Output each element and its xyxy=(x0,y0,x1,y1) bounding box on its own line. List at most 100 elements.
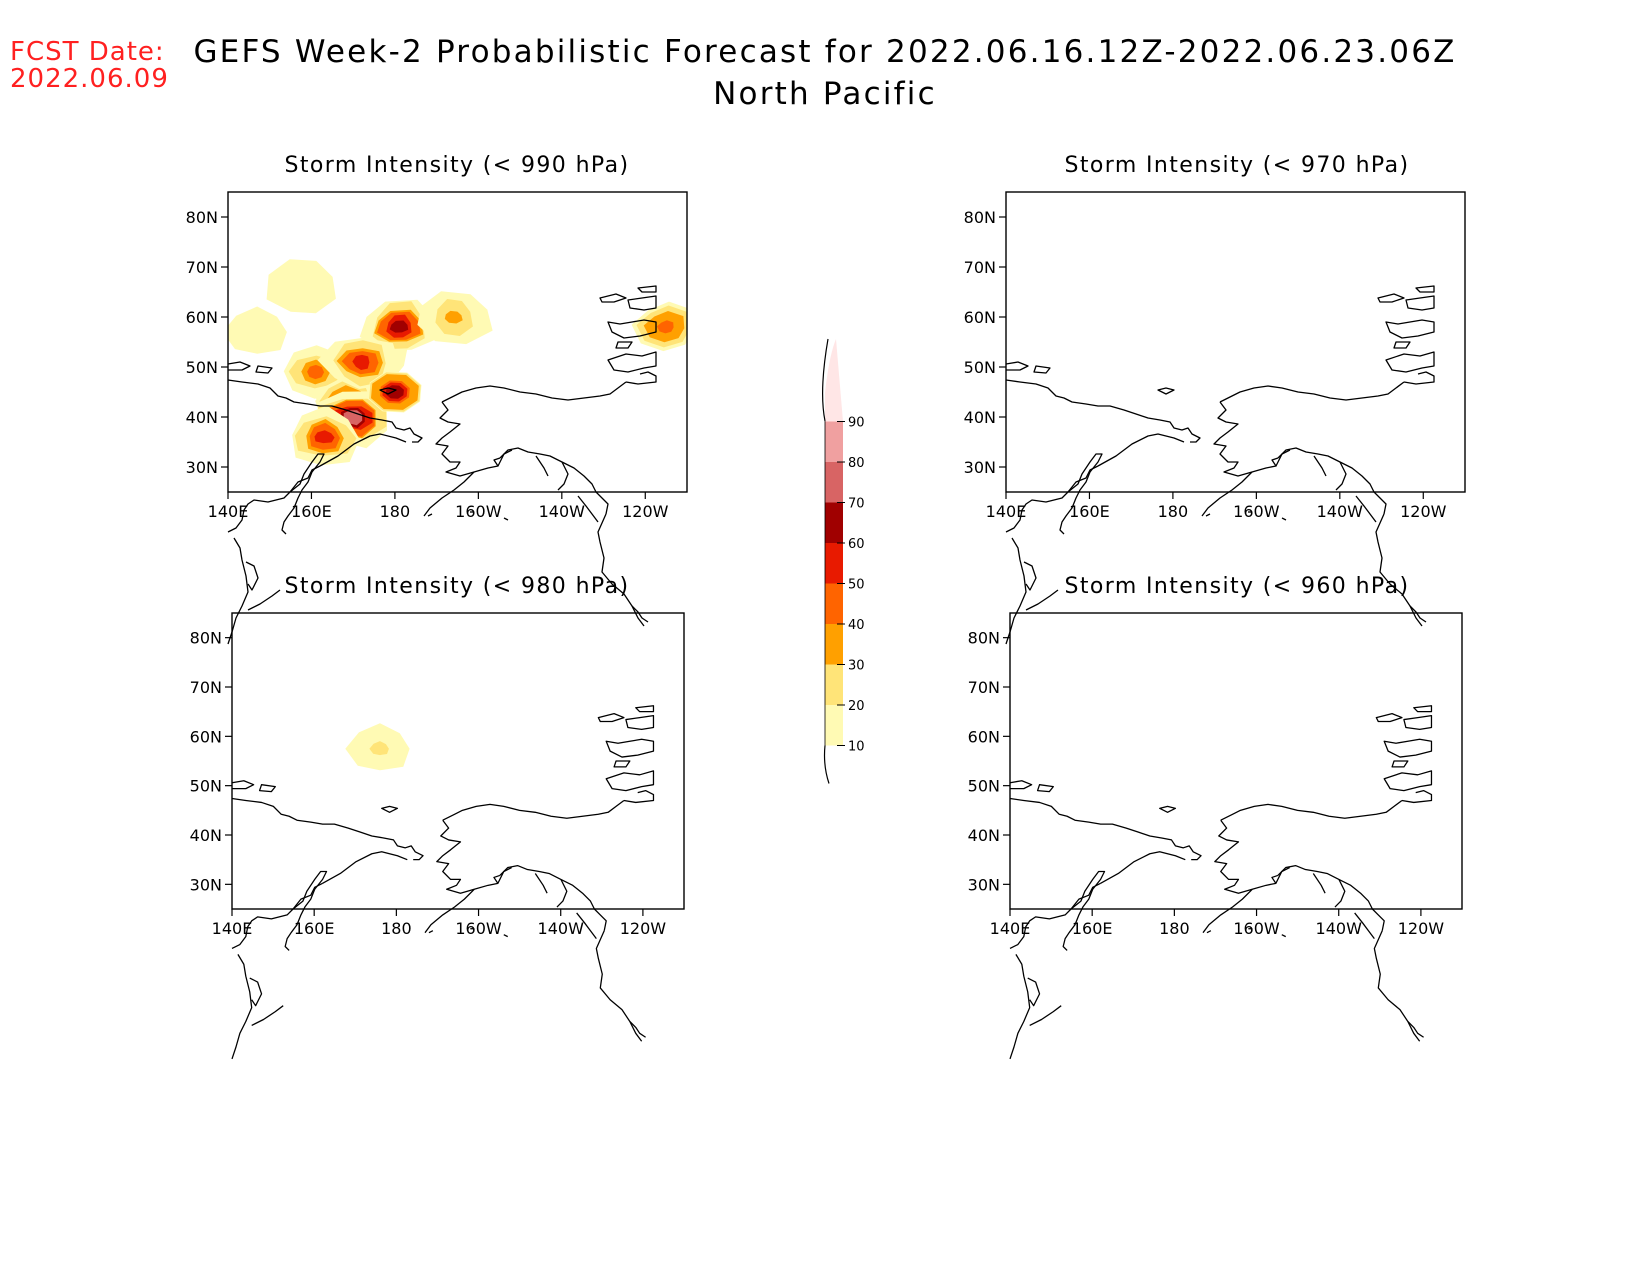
map-frame xyxy=(1009,612,1463,910)
contour-fill-50 xyxy=(314,430,335,444)
colorbar-label: 10 xyxy=(848,740,865,755)
probability-area xyxy=(368,371,422,413)
panel-title: Storm Intensity (< 960 hPa) xyxy=(1065,574,1410,599)
lon-tick-label: 160E xyxy=(294,919,335,938)
lon-tick-label: 180 xyxy=(380,502,411,521)
contour-fill-40 xyxy=(656,320,674,334)
lat-tick-label: 40N xyxy=(968,826,1000,845)
lon-tick-label: 160W xyxy=(455,919,502,938)
lat-tick-label: 30N xyxy=(190,875,222,894)
panel-title: Storm Intensity (< 980 hPa) xyxy=(285,574,630,599)
contour-fill-10 xyxy=(266,259,336,314)
probability-colorbar: 10 20 30 40 50 60 70 80 90 xyxy=(822,338,865,784)
colorbar-label: 40 xyxy=(848,618,865,633)
panel-960hpa: Storm Intensity (< 960 hPa) 140E 160E 180 1… xyxy=(968,574,1463,1060)
axis-ticks: 140E 160E 180 160W 140W 120W 80N 70N 60N 50N 40N 30… xyxy=(964,208,1447,521)
contour-fill-60 xyxy=(389,320,409,333)
lon-tick-label: 160W xyxy=(1233,502,1280,521)
lat-tick-label: 50N xyxy=(190,777,222,796)
lat-tick-label: 60N xyxy=(964,308,996,327)
colorbar-segment xyxy=(825,462,843,503)
lon-tick-label: 120W xyxy=(1400,502,1447,521)
lon-tick-label: 140W xyxy=(539,502,586,521)
lon-tick-label: 140E xyxy=(208,502,249,521)
colorbar-label: 90 xyxy=(848,416,865,431)
lat-tick-label: 50N xyxy=(968,777,1000,796)
lat-tick-label: 70N xyxy=(968,678,1000,697)
lon-tick-label: 140E xyxy=(986,502,1027,521)
map-plot: 140E 160E 180 160W 140W 120W 80N 70N 60N 50N 40N 30… xyxy=(190,612,685,1060)
colorbar-edge xyxy=(823,745,830,784)
colorbar-edge xyxy=(822,338,829,422)
colorbar-label: 30 xyxy=(848,659,865,674)
lat-tick-label: 50N xyxy=(186,358,218,377)
lon-tick-label: 180 xyxy=(1159,919,1190,938)
coastline xyxy=(1009,705,1433,1060)
lat-tick-label: 80N xyxy=(968,629,1000,648)
map-plot: 140E 160E 180 160W 140W 120W 80N 70N 60N 50N 40N 30… xyxy=(968,612,1463,1060)
lat-tick-label: 50N xyxy=(964,358,996,377)
fcst-date-label: FCST Date: xyxy=(10,37,165,67)
probability-area xyxy=(345,723,410,771)
probability-area xyxy=(266,259,336,314)
colorbar-label: 20 xyxy=(848,699,865,714)
probability-shading xyxy=(228,259,687,466)
lat-tick-label: 40N xyxy=(190,826,222,845)
axis-ticks: 140E 160E 180 160W 140W 120W 80N 70N 60N 50N 40N 30… xyxy=(968,629,1445,938)
lat-tick-label: 80N xyxy=(186,208,218,227)
contour-fill-30 xyxy=(444,310,463,324)
fcst-date-value: 2022.06.09 xyxy=(10,64,169,94)
probability-area xyxy=(417,291,493,345)
colorbar-segment xyxy=(825,339,843,422)
lon-tick-label: 160E xyxy=(291,502,332,521)
colorbar-segment xyxy=(825,421,843,462)
lat-tick-label: 70N xyxy=(964,258,996,277)
lat-tick-label: 70N xyxy=(186,258,218,277)
colorbar-segment xyxy=(825,624,843,665)
lat-tick-label: 80N xyxy=(190,629,222,648)
colorbar-label: 80 xyxy=(848,456,865,471)
contour-fill-10 xyxy=(228,306,287,354)
axis-ticks: 140E 160E 180 160W 140W 120W 80N 70N 60N 50N 40N 30… xyxy=(186,208,669,521)
contour-fill-50 xyxy=(352,354,370,370)
lon-tick-label: 120W xyxy=(620,919,667,938)
lon-tick-label: 140E xyxy=(212,919,253,938)
lon-tick-label: 180 xyxy=(381,919,412,938)
contour-fill-20 xyxy=(369,741,389,756)
colorbar-segment xyxy=(825,543,843,584)
lat-tick-label: 60N xyxy=(186,308,218,327)
lon-tick-label: 140W xyxy=(1317,502,1364,521)
axis-ticks: 140E 160E 180 160W 140W 120W 80N 70N 60N 50N 40N 30… xyxy=(190,629,667,938)
probability-area xyxy=(292,405,360,466)
lon-tick-label: 140W xyxy=(1316,919,1363,938)
probability-area xyxy=(631,301,687,352)
probability-area xyxy=(228,306,287,354)
lat-tick-label: 30N xyxy=(186,458,218,477)
map-plot: 140E 160E 180 160W 140W 120W 80N 70N 60N 50N 40N 30… xyxy=(186,191,688,645)
lon-tick-label: 160E xyxy=(1069,502,1110,521)
colorbar-label: 50 xyxy=(848,578,865,593)
lon-tick-label: 160W xyxy=(1233,919,1280,938)
lon-tick-label: 120W xyxy=(1398,919,1445,938)
lon-tick-label: 120W xyxy=(622,502,669,521)
lat-tick-label: 80N xyxy=(964,208,996,227)
map-frame xyxy=(231,612,685,910)
lon-tick-label: 180 xyxy=(1158,502,1189,521)
map-frame xyxy=(227,191,688,493)
probability-shading xyxy=(345,723,410,771)
lon-tick-label: 160E xyxy=(1072,919,1113,938)
map-plot: 140E 160E 180 160W 140W 120W 80N 70N 60N 50N 40N 30… xyxy=(964,191,1466,645)
lon-tick-label: 140E xyxy=(990,919,1031,938)
panel-980hpa: Storm Intensity (< 980 hPa) 140E 160E 180 1… xyxy=(190,574,685,1060)
probability-area xyxy=(317,337,400,389)
lat-tick-label: 40N xyxy=(186,408,218,427)
probability-area xyxy=(359,299,438,351)
colorbar-label: 60 xyxy=(848,537,865,552)
region-subtitle: North Pacific xyxy=(713,76,937,112)
panel-title: Storm Intensity (< 990 hPa) xyxy=(285,153,630,178)
contour-fill-40 xyxy=(307,364,325,380)
colorbar-label: 70 xyxy=(848,497,865,512)
panel-title: Storm Intensity (< 970 hPa) xyxy=(1065,153,1410,178)
coastline xyxy=(231,705,655,1060)
panel-970hpa: Storm Intensity (< 970 hPa) 140E 160E 180 1… xyxy=(964,153,1466,645)
